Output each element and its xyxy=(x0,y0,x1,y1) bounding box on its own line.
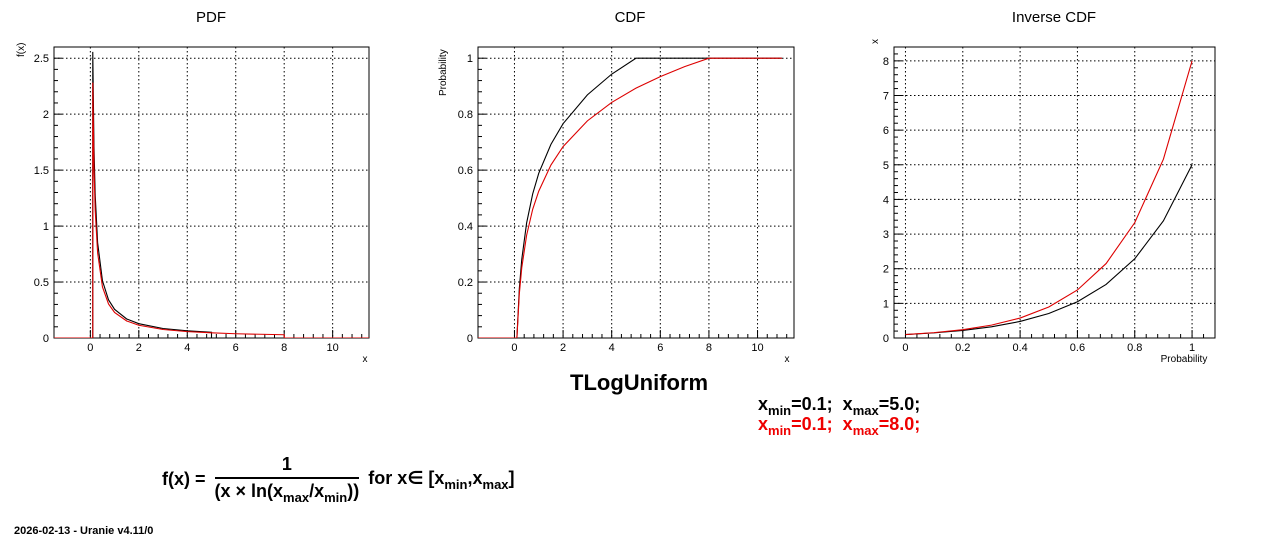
inverse-cdf-ylabel: x xyxy=(870,39,881,44)
formula-domain: for x∈ [xmin,xmax] xyxy=(363,467,515,492)
pdf-xlabel: x xyxy=(363,354,368,365)
cdf-xtick-label-3: 6 xyxy=(657,342,663,354)
pdf-ytick-label-3: 1.5 xyxy=(34,165,49,177)
footer-version: 2026-02-13 - Uranie v4.11/0 xyxy=(14,525,154,537)
inverse-cdf-ytick-label-4: 4 xyxy=(883,194,889,206)
cdf-ytick-label-3: 0.6 xyxy=(458,165,473,177)
cdf-xlabel: x xyxy=(785,354,790,365)
pdf-ytick-label-4: 2 xyxy=(43,109,49,121)
inverse-cdf-ytick-label-0: 0 xyxy=(883,333,889,345)
inverse-cdf-frame xyxy=(893,46,1216,339)
pdf-formula: f(x) = 1 (x × ln(xmax/xmin)) for x∈ [xmin… xyxy=(162,454,515,505)
inverse-cdf-xtick-label-3: 0.6 xyxy=(1070,342,1085,354)
pdf-xtick-label-5: 10 xyxy=(327,342,339,354)
pdf-ytick-label-2: 1 xyxy=(43,221,49,233)
cdf-title: CDF xyxy=(615,9,646,26)
inverse-cdf-ytick-label-6: 6 xyxy=(883,125,889,137)
pdf-xtick-label-4: 8 xyxy=(281,342,287,354)
pdf-ytick-label-1: 0.5 xyxy=(34,277,49,289)
cdf-ylabel: Probability xyxy=(438,49,449,96)
inverse-cdf-ytick-label-2: 2 xyxy=(883,264,889,276)
cdf-ytick-label-2: 0.4 xyxy=(458,221,473,233)
inverse-cdf-series-0 xyxy=(905,164,1193,336)
legend-entry-black: xmin=0.1; xmax=5.0; xyxy=(758,394,921,418)
formula-denominator: (x × ln(xmax/xmin)) xyxy=(214,481,360,505)
pdf-series-1 xyxy=(54,82,369,338)
inverse-cdf-xtick-label-1: 0.2 xyxy=(955,342,970,354)
cdf-ytick-label-5: 1 xyxy=(467,53,473,65)
inverse-cdf-xtick-label-0: 0 xyxy=(902,342,908,354)
cdf-ytick-label-1: 0.2 xyxy=(458,277,473,289)
pdf-chart: 0 2 4 6 8 10 0 0.5 1 1.5 2 2.5 PDF x f(x) xyxy=(16,9,370,365)
legend-entry-red: xmin=0.1; xmax=8.0; xyxy=(758,414,921,438)
pdf-xtick-label-1: 2 xyxy=(136,342,142,354)
inverse-cdf-chart: 0 0.2 0.4 0.6 0.8 1 0 1 2 3 4 5 6 7 8 Inverse CDF Probab… xyxy=(870,9,1216,365)
inverse-cdf-xtick-label-2: 0.4 xyxy=(1012,342,1027,354)
pdf-series-0 xyxy=(54,51,369,338)
pdf-xtick-label-2: 4 xyxy=(184,342,190,354)
pdf-ytick-label-5: 2.5 xyxy=(34,53,49,65)
pdf-xtick-label-0: 0 xyxy=(87,342,93,354)
cdf-ytick-label-0: 0 xyxy=(467,333,473,345)
formula-fraction: 1 (x × ln(xmax/xmin)) xyxy=(214,454,360,505)
inverse-cdf-ytick-label-5: 5 xyxy=(883,160,889,172)
cdf-series-1 xyxy=(478,57,782,338)
cdf-series-0 xyxy=(478,57,782,338)
figure-heading: TLogUniform xyxy=(570,370,709,395)
pdf-ytick-label-0: 0 xyxy=(43,333,49,345)
cdf-xtick-label-0: 0 xyxy=(511,342,517,354)
inverse-cdf-ytick-label-1: 1 xyxy=(883,298,889,310)
inverse-cdf-ytick-label-8: 8 xyxy=(883,56,889,68)
inverse-cdf-xlabel: Probability xyxy=(1161,354,1208,365)
cdf-chart: 0 2 4 6 8 10 0 0.2 0.4 0.6 0.8 1 CDF x Probability xyxy=(438,9,795,365)
pdf-frame xyxy=(53,46,370,339)
inverse-cdf-series-1 xyxy=(905,60,1193,336)
cdf-xtick-label-5: 10 xyxy=(751,342,763,354)
inverse-cdf-xtick-label-4: 0.8 xyxy=(1127,342,1142,354)
pdf-xtick-label-3: 6 xyxy=(233,342,239,354)
pdf-title: PDF xyxy=(196,9,226,26)
cdf-frame xyxy=(477,46,795,339)
inverse-cdf-xtick-label-5: 1 xyxy=(1189,342,1195,354)
cdf-xtick-label-4: 8 xyxy=(706,342,712,354)
cdf-ytick-label-4: 0.8 xyxy=(458,109,473,121)
pdf-ylabel: f(x) xyxy=(16,43,27,57)
cdf-xtick-label-1: 2 xyxy=(560,342,566,354)
inverse-cdf-ytick-label-7: 7 xyxy=(883,91,889,103)
cdf-xtick-label-2: 4 xyxy=(609,342,615,354)
inverse-cdf-ytick-label-3: 3 xyxy=(883,229,889,241)
inverse-cdf-title: Inverse CDF xyxy=(1012,9,1096,26)
